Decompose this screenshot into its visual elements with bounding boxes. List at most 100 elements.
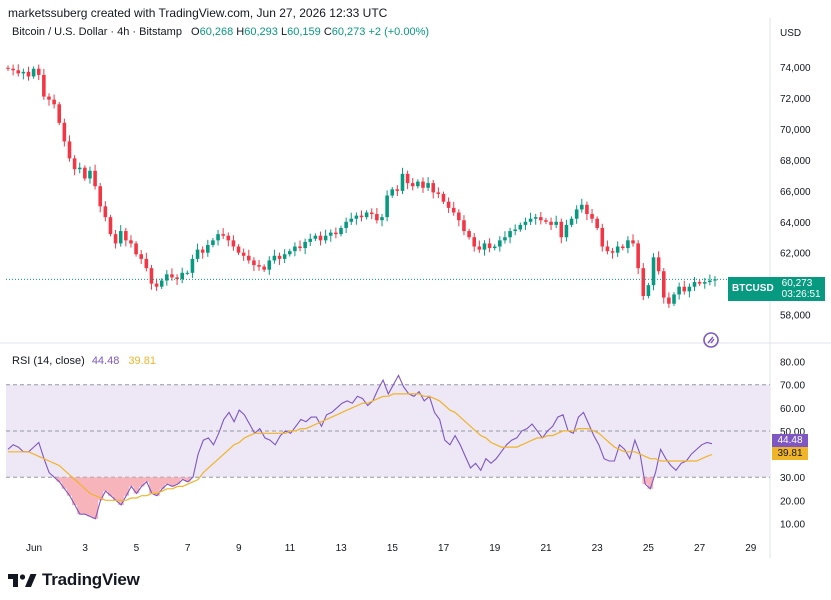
- tradingview-logo[interactable]: TradingView: [8, 570, 140, 590]
- candle-body: [385, 195, 389, 218]
- currency-label: USD: [780, 28, 801, 39]
- time-tick-label: 15: [387, 543, 399, 554]
- candle-body: [159, 280, 164, 287]
- candle-body: [595, 218, 599, 228]
- candle-body: [636, 243, 640, 269]
- chart-area[interactable]: USD 74,000 72,000 70,000 68,000 66,000 64,000 6…: [0, 18, 831, 558]
- tradingview-logo-icon: [8, 574, 37, 587]
- candle-body: [154, 283, 159, 287]
- candle-body: [339, 227, 343, 235]
- candle-body: [282, 254, 287, 259]
- symbol-name: Bitcoin / U.S. Dollar · 4h · Bitstamp: [12, 26, 182, 38]
- candle-body: [549, 221, 553, 225]
- candle-body: [118, 231, 123, 244]
- candle-body: [585, 204, 589, 215]
- candle-body: [11, 68, 15, 71]
- candle-body: [308, 238, 313, 242]
- candle-body: [262, 266, 266, 270]
- price-tick-label: 64,000: [780, 218, 811, 229]
- candle-body: [211, 240, 215, 245]
- candle-body: [67, 141, 72, 159]
- price-tick-label: 70,000: [780, 125, 811, 136]
- ohlc-open-label: O: [191, 26, 200, 38]
- time-tick-label: 7: [185, 543, 191, 554]
- replay-icon-mark: [707, 336, 715, 344]
- candle-body: [528, 218, 533, 222]
- candle-body: [277, 255, 282, 259]
- price-tick-label: 58,000: [780, 311, 811, 322]
- price-tick-label: 68,000: [780, 156, 811, 167]
- candle-body: [620, 246, 625, 249]
- candle-body: [349, 218, 354, 222]
- candle-body: [190, 258, 195, 273]
- time-tick-label: 21: [540, 543, 552, 554]
- rsi-tick-label: 50.00: [780, 427, 805, 438]
- candle-body: [124, 231, 128, 241]
- candle-body: [477, 246, 482, 250]
- candle-body: [21, 71, 26, 74]
- candle-body: [446, 201, 451, 208]
- time-tick-label: 19: [489, 543, 501, 554]
- rsi-title: RSI (14, close): [12, 355, 85, 367]
- last-price-tag: BTCUSD 60,273 03:26:51: [728, 277, 825, 301]
- candle-body: [503, 237, 507, 241]
- candle-body: [149, 268, 154, 284]
- candle-body: [226, 235, 231, 241]
- candle-body: [267, 260, 272, 270]
- candle-body: [77, 167, 82, 170]
- candle-body: [354, 215, 359, 219]
- candle-body: [185, 272, 190, 274]
- candle-body: [108, 217, 113, 235]
- candle-body: [129, 240, 133, 244]
- candle-body: [533, 217, 538, 219]
- rsi-ma-value: 39.81: [128, 355, 156, 367]
- candle-body: [641, 268, 646, 296]
- candle-body: [580, 204, 584, 210]
- candle-body: [574, 209, 579, 219]
- candle-body: [26, 71, 31, 77]
- candle-body: [569, 218, 574, 225]
- time-tick-label: 3: [82, 543, 88, 554]
- candle-body: [590, 214, 594, 219]
- symbol-legend: Bitcoin / U.S. Dollar · 4h · Bitstamp O 6…: [12, 26, 429, 38]
- candle-body: [713, 279, 717, 281]
- candle-body: [405, 173, 410, 184]
- candle-body: [216, 234, 220, 241]
- candle-body: [231, 240, 236, 247]
- candle-body: [467, 231, 471, 238]
- price-tag-countdown: 03:26:51: [781, 289, 821, 300]
- candle-body: [98, 186, 103, 207]
- candle-body: [42, 74, 46, 97]
- candle-body: [206, 244, 210, 253]
- candle-body: [677, 286, 681, 295]
- candle-body: [661, 271, 666, 298]
- rsi-line: [7, 374, 713, 520]
- ohlc-low: 60,159: [287, 26, 321, 38]
- candle-body: [692, 282, 697, 287]
- candle-body: [523, 221, 528, 225]
- price-tick-label: 66,000: [780, 187, 811, 198]
- candle-body: [72, 158, 77, 170]
- candle-body: [180, 272, 184, 279]
- candle-body: [436, 192, 441, 194]
- replay-icon: [703, 332, 719, 348]
- candle-body: [564, 224, 569, 238]
- candle-body: [375, 214, 379, 221]
- candle-body: [682, 286, 687, 292]
- time-tick-label: 13: [336, 543, 348, 554]
- candle-body: [257, 265, 261, 267]
- candle-body: [498, 240, 502, 247]
- rsi-tick-label: 70.00: [780, 381, 805, 392]
- price-change: +2 (+0.00%): [368, 26, 430, 38]
- candle-body: [492, 246, 497, 249]
- candle-body: [221, 234, 225, 236]
- time-tick-label: 11: [285, 543, 296, 554]
- candle-body: [631, 240, 635, 244]
- chart-svg[interactable]: USD 74,000 72,000 70,000 68,000 66,000 64,000 6…: [0, 18, 831, 558]
- candle-body: [318, 235, 323, 241]
- candle-body: [395, 189, 400, 191]
- candle-body: [482, 243, 487, 250]
- candle-body: [702, 282, 707, 284]
- price-tag-symbol: BTCUSD: [728, 277, 778, 301]
- time-tick-label: Jun: [26, 543, 42, 554]
